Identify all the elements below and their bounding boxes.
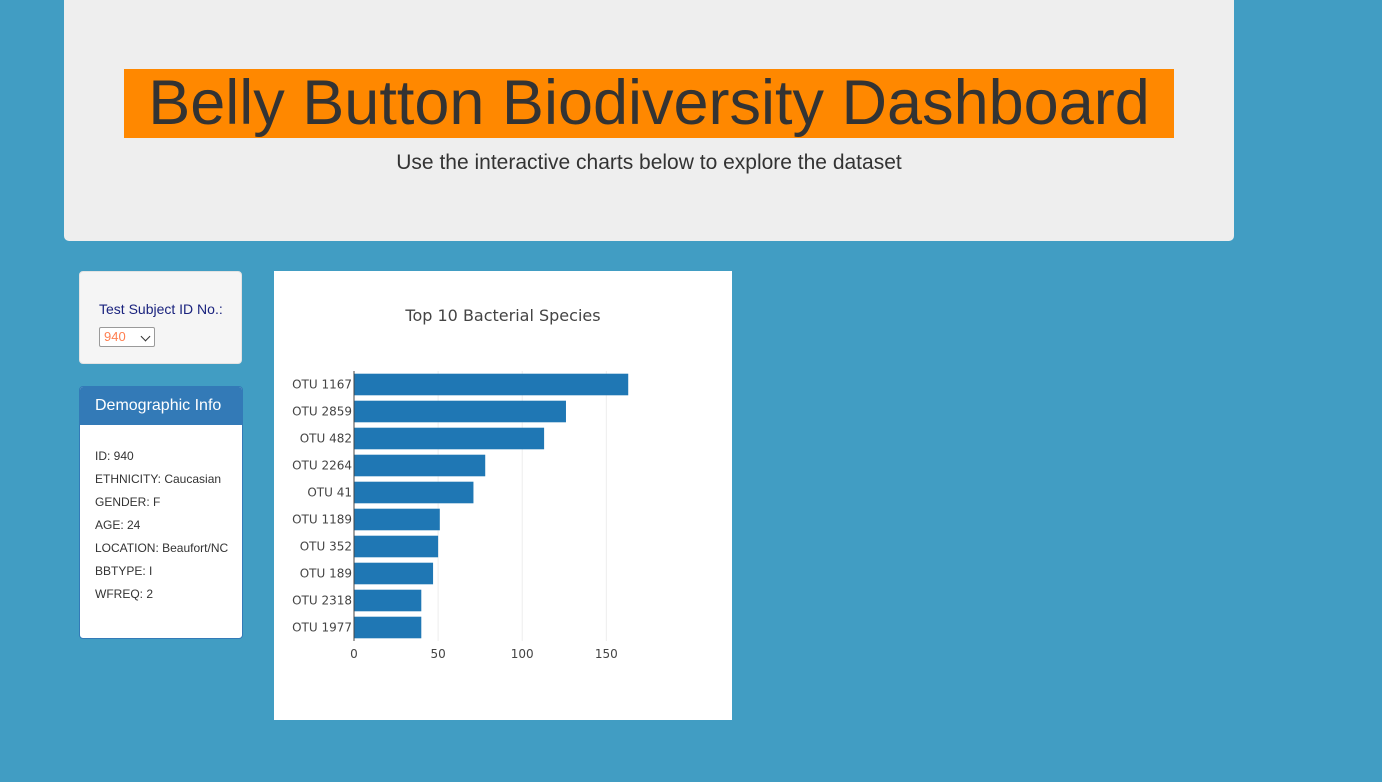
chart-x-tick-label: 100: [511, 647, 534, 661]
chart-y-tick-label: OTU 41: [307, 486, 352, 500]
chart-y-tick-label: OTU 2859: [292, 405, 352, 419]
demographic-wfreq: WFREQ: 2: [95, 587, 154, 601]
header-jumbotron: Belly Button Biodiversity Dashboard Use …: [64, 0, 1234, 241]
demographic-info-heading: Demographic Info: [80, 387, 242, 425]
chart-bar[interactable]: [354, 427, 545, 450]
chart-y-tick-label: OTU 1189: [292, 513, 352, 527]
demographic-gender: GENDER: F: [95, 495, 161, 509]
chart-bar[interactable]: [354, 373, 629, 396]
demographic-id: ID: 940: [95, 449, 134, 463]
chart-x-tick-label: 50: [430, 647, 445, 661]
chart-y-tick-label: OTU 1977: [292, 621, 352, 635]
chart-y-tick-label: OTU 352: [300, 540, 352, 554]
page-title: Belly Button Biodiversity Dashboard: [124, 69, 1174, 138]
chart-bar[interactable]: [354, 481, 474, 504]
bar-chart[interactable]: Top 10 Bacterial Species OTU 1167 OTU 285…: [274, 271, 732, 720]
chart-y-tick-label: OTU 2318: [292, 594, 352, 608]
page-subtitle: Use the interactive charts below to expl…: [396, 151, 902, 174]
subject-id-selected-value: 940: [104, 329, 126, 344]
demographic-bbtype: BBTYPE: I: [95, 564, 153, 578]
subject-id-label: Test Subject ID No.:: [99, 301, 223, 317]
chart-bar[interactable]: [354, 535, 439, 558]
subject-id-select[interactable]: 940: [99, 327, 155, 347]
chart-bar[interactable]: [354, 616, 422, 639]
demographic-location: LOCATION: Beaufort/NC: [95, 541, 229, 555]
chart-bar[interactable]: [354, 562, 434, 585]
demographic-age: AGE: 24: [95, 518, 141, 532]
demographic-info-panel: Demographic Info ID: 940 ETHNICITY: Cauc…: [79, 386, 243, 639]
chart-y-tick-label: OTU 1167: [292, 378, 352, 392]
chart-bar[interactable]: [354, 454, 486, 477]
subject-selector-well: Test Subject ID No.: 940: [79, 271, 242, 364]
chart-y-tick-label: OTU 189: [300, 567, 352, 581]
chart-title: Top 10 Bacterial Species: [404, 306, 600, 325]
chart-x-tick-labels: 0 50 100 150: [350, 647, 618, 661]
chart-y-tick-label: OTU 482: [300, 432, 352, 446]
chart-bar[interactable]: [354, 400, 566, 423]
chart-x-tick-label: 0: [350, 647, 358, 661]
chart-x-tick-label: 150: [595, 647, 618, 661]
demographic-info-body: ID: 940 ETHNICITY: Caucasian GENDER: F A…: [80, 425, 242, 601]
chart-y-tick-labels: OTU 1167 OTU 2859 OTU 482 OTU 2264 OTU 41 OTU…: [292, 378, 352, 635]
chart-y-tick-label: OTU 2264: [292, 459, 352, 473]
chart-bar[interactable]: [354, 508, 440, 531]
chart-bar[interactable]: [354, 589, 422, 612]
chevron-down-icon: [140, 331, 151, 342]
bar-chart-container: Top 10 Bacterial Species OTU 1167 OTU 285…: [274, 271, 732, 720]
demographic-ethnicity: ETHNICITY: Caucasian: [95, 472, 222, 486]
chart-bars: [354, 373, 629, 639]
